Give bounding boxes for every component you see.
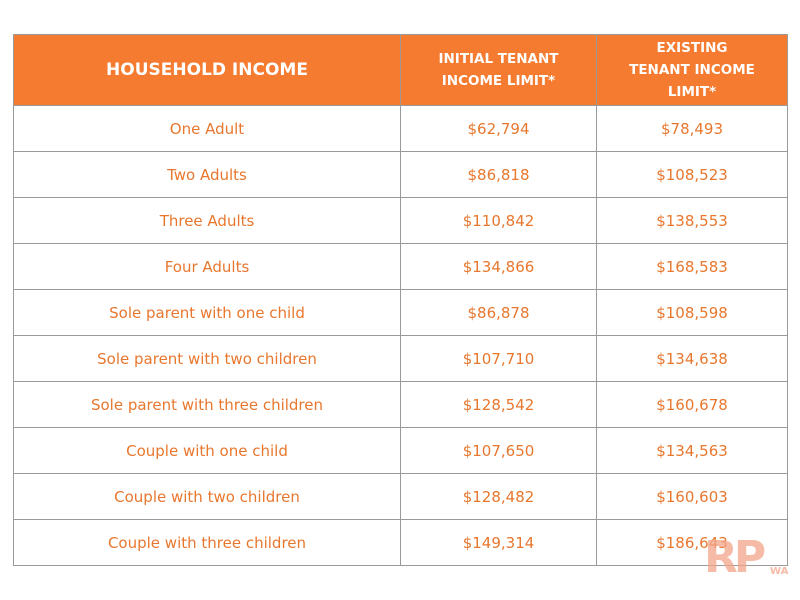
header-text: INITIAL TENANT INCOME LIMIT* <box>438 51 559 89</box>
table-cell: $108,523 <box>596 151 788 198</box>
table-cell: Three Adults <box>13 197 401 244</box>
table-cell: $138,553 <box>596 197 788 244</box>
header-row: HOUSEHOLD INCOME INITIAL TENANT INCOME LI… <box>13 34 788 106</box>
table-cell: $86,818 <box>400 151 597 198</box>
table-cell: $108,598 <box>596 289 788 336</box>
table-row: Sole parent with one child $86,878 $108,59… <box>13 289 788 336</box>
header-text: HOUSEHOLD INCOME <box>106 60 308 80</box>
header-text: EXISTING TENANT INCOME LIMIT* <box>629 40 755 100</box>
table-cell: One Adult <box>13 105 401 152</box>
table-cell: $128,482 <box>400 473 597 520</box>
table-row: Couple with three children $149,314 $186,6… <box>13 519 788 566</box>
table-row: Couple with two children $128,482 $160,603 <box>13 473 788 520</box>
table-cell: $160,603 <box>596 473 788 520</box>
table-cell: $86,878 <box>400 289 597 336</box>
table-row: One Adult $62,794 $78,493 <box>13 105 788 152</box>
table-row: Two Adults $86,818 $108,523 <box>13 151 788 198</box>
header-cell: EXISTING TENANT INCOME LIMIT* <box>596 34 788 106</box>
table-cell: $134,866 <box>400 243 597 290</box>
table-row: Sole parent with three children $128,542 $… <box>13 381 788 428</box>
table-cell: $186,643 <box>596 519 788 566</box>
table-body: One Adult $62,794 $78,493 Two Adults $86,818… <box>13 105 788 566</box>
header-cell: HOUSEHOLD INCOME <box>13 34 401 106</box>
table-cell: Four Adults <box>13 243 401 290</box>
table-cell: $78,493 <box>596 105 788 152</box>
table-cell: $160,678 <box>596 381 788 428</box>
header-cell: INITIAL TENANT INCOME LIMIT* <box>400 34 597 106</box>
logo-letters: RP <box>704 532 766 583</box>
table-row: Four Adults $134,866 $168,583 <box>13 243 788 290</box>
table-cell: Sole parent with one child <box>13 289 401 336</box>
table-row: Three Adults $110,842 $138,553 <box>13 197 788 244</box>
table-cell: Sole parent with three children <box>13 381 401 428</box>
table-cell: $62,794 <box>400 105 597 152</box>
table-cell: $134,563 <box>596 427 788 474</box>
table-cell: Couple with three children <box>13 519 401 566</box>
table-cell: $107,710 <box>400 335 597 382</box>
table-cell: $110,842 <box>400 197 597 244</box>
table-cell: Two Adults <box>13 151 401 198</box>
table-cell: $134,638 <box>596 335 788 382</box>
table-cell: Sole parent with two children <box>13 335 401 382</box>
logo: RP WA <box>704 534 794 584</box>
table-row: Couple with one child $107,650 $134,563 <box>13 427 788 474</box>
logo-sub: WA <box>770 566 789 577</box>
table-cell: $128,542 <box>400 381 597 428</box>
table-cell: $149,314 <box>400 519 597 566</box>
table-cell: $107,650 <box>400 427 597 474</box>
table-cell: $168,583 <box>596 243 788 290</box>
table-cell: Couple with two children <box>13 473 401 520</box>
income-table: HOUSEHOLD INCOME INITIAL TENANT INCOME LI… <box>13 34 788 566</box>
table-cell: Couple with one child <box>13 427 401 474</box>
table-row: Sole parent with two children $107,710 $13… <box>13 335 788 382</box>
